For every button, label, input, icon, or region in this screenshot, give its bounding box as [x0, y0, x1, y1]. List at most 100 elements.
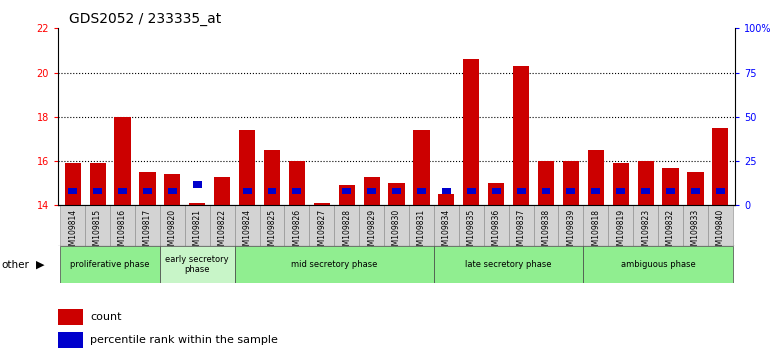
Text: GSM109824: GSM109824 — [243, 209, 252, 255]
Bar — [243, 188, 252, 194]
Text: GSM109834: GSM109834 — [442, 209, 451, 255]
Text: GSM109819: GSM109819 — [616, 209, 625, 255]
Text: GSM109833: GSM109833 — [691, 209, 700, 255]
Bar — [69, 188, 77, 194]
Text: other: other — [2, 260, 29, 270]
Text: GSM109838: GSM109838 — [541, 209, 551, 255]
Bar — [192, 181, 202, 188]
FancyBboxPatch shape — [384, 205, 409, 246]
Bar — [214, 177, 230, 205]
Bar — [417, 188, 426, 194]
FancyBboxPatch shape — [409, 205, 434, 246]
Bar — [339, 185, 355, 205]
FancyBboxPatch shape — [60, 205, 85, 246]
Text: ▶: ▶ — [35, 260, 45, 270]
Bar — [293, 188, 301, 194]
FancyBboxPatch shape — [235, 246, 434, 283]
Bar — [164, 175, 180, 205]
Text: GSM109839: GSM109839 — [567, 209, 575, 255]
FancyBboxPatch shape — [658, 205, 683, 246]
Text: GSM109822: GSM109822 — [218, 209, 226, 255]
Text: GSM109817: GSM109817 — [143, 209, 152, 255]
FancyBboxPatch shape — [459, 205, 484, 246]
Bar — [343, 188, 351, 194]
Bar — [58, 332, 83, 348]
Bar — [392, 188, 401, 194]
Bar — [688, 172, 704, 205]
Bar — [662, 168, 678, 205]
Text: ambiguous phase: ambiguous phase — [621, 260, 695, 269]
Bar — [517, 188, 526, 194]
Bar — [716, 188, 725, 194]
Bar — [638, 161, 654, 205]
FancyBboxPatch shape — [185, 205, 209, 246]
Bar — [313, 203, 330, 205]
Text: GSM109829: GSM109829 — [367, 209, 376, 255]
Bar — [541, 188, 551, 194]
FancyBboxPatch shape — [484, 205, 509, 246]
Bar — [139, 172, 156, 205]
Bar — [588, 150, 604, 205]
Text: early secretory
phase: early secretory phase — [166, 255, 229, 274]
Bar — [65, 163, 81, 205]
Bar — [58, 309, 83, 325]
Bar — [464, 59, 480, 205]
Text: GSM109832: GSM109832 — [666, 209, 675, 255]
Bar — [467, 188, 476, 194]
Bar — [367, 188, 376, 194]
Text: GSM109831: GSM109831 — [417, 209, 426, 255]
Text: GSM109840: GSM109840 — [716, 209, 725, 255]
Text: GSM109837: GSM109837 — [517, 209, 526, 255]
Text: GSM109828: GSM109828 — [342, 209, 351, 255]
FancyBboxPatch shape — [584, 205, 608, 246]
Bar — [438, 194, 454, 205]
Text: GSM109816: GSM109816 — [118, 209, 127, 255]
FancyBboxPatch shape — [110, 205, 135, 246]
Bar — [289, 161, 305, 205]
Text: late secretory phase: late secretory phase — [465, 260, 552, 269]
Bar — [563, 161, 579, 205]
FancyBboxPatch shape — [310, 205, 334, 246]
FancyBboxPatch shape — [434, 246, 584, 283]
FancyBboxPatch shape — [160, 205, 185, 246]
Text: GSM109835: GSM109835 — [467, 209, 476, 255]
Text: GSM109820: GSM109820 — [168, 209, 177, 255]
FancyBboxPatch shape — [334, 205, 359, 246]
Text: GSM109815: GSM109815 — [93, 209, 102, 255]
Bar — [488, 183, 504, 205]
Bar — [567, 188, 575, 194]
Text: mid secretory phase: mid secretory phase — [291, 260, 377, 269]
FancyBboxPatch shape — [135, 205, 160, 246]
Bar — [613, 163, 629, 205]
Bar — [641, 188, 650, 194]
FancyBboxPatch shape — [708, 205, 733, 246]
Bar — [143, 188, 152, 194]
FancyBboxPatch shape — [284, 205, 310, 246]
Text: GDS2052 / 233335_at: GDS2052 / 233335_at — [69, 12, 222, 27]
Text: GSM109830: GSM109830 — [392, 209, 401, 255]
Text: GSM109825: GSM109825 — [267, 209, 276, 255]
Bar — [118, 188, 127, 194]
FancyBboxPatch shape — [509, 205, 534, 246]
Bar — [89, 163, 105, 205]
FancyBboxPatch shape — [584, 246, 733, 283]
Bar — [189, 203, 206, 205]
Bar — [388, 183, 405, 205]
Bar — [591, 188, 601, 194]
Bar — [691, 188, 700, 194]
Bar — [666, 188, 675, 194]
Bar — [538, 161, 554, 205]
Text: count: count — [90, 312, 122, 322]
Text: percentile rank within the sample: percentile rank within the sample — [90, 335, 278, 346]
FancyBboxPatch shape — [633, 205, 658, 246]
Bar — [413, 130, 430, 205]
Bar — [115, 117, 131, 205]
Bar — [239, 130, 255, 205]
Text: GSM109836: GSM109836 — [492, 209, 501, 255]
FancyBboxPatch shape — [60, 246, 160, 283]
FancyBboxPatch shape — [259, 205, 284, 246]
Bar — [616, 188, 625, 194]
FancyBboxPatch shape — [235, 205, 259, 246]
FancyBboxPatch shape — [683, 205, 708, 246]
Bar — [712, 128, 728, 205]
